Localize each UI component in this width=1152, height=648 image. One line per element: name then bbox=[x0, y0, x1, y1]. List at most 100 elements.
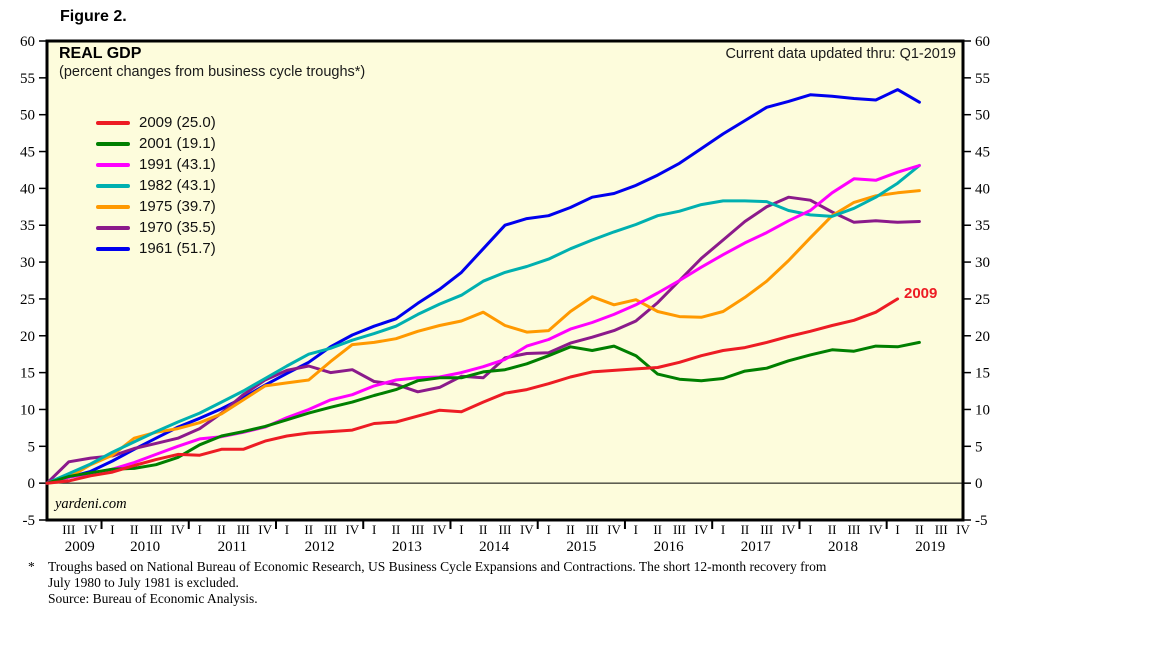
x-axis-quarter-label: I bbox=[634, 522, 638, 537]
y-axis-label-left: -5 bbox=[23, 513, 36, 529]
x-axis-quarter-label: III bbox=[324, 522, 337, 537]
x-axis-quarter-label: II bbox=[653, 522, 662, 537]
legend-label-1970: 1970 (35.5) bbox=[139, 219, 216, 236]
legend-item-2009: 2009 (25.0) bbox=[96, 112, 216, 133]
y-axis-label-right: 60 bbox=[975, 34, 990, 50]
series-line-1982 bbox=[45, 164, 921, 485]
x-axis-quarter-label: I bbox=[721, 522, 725, 537]
x-axis-quarter-label: II bbox=[741, 522, 750, 537]
x-axis-quarter-label: I bbox=[285, 522, 289, 537]
chart-legend: 2009 (25.0) 2001 (19.1) 1991 (43.1) 1982 (4… bbox=[96, 112, 216, 259]
y-axis-label-left: 60 bbox=[20, 34, 35, 50]
y-axis-label-left: 50 bbox=[20, 108, 35, 124]
legend-swatch-2009 bbox=[96, 120, 130, 125]
y-axis-label-left: 40 bbox=[20, 181, 35, 197]
x-axis-quarter-label: III bbox=[673, 522, 686, 537]
y-axis-label-left: 20 bbox=[20, 329, 35, 345]
legend-label-2001: 2001 (19.1) bbox=[139, 135, 216, 152]
x-axis-quarter-label: III bbox=[62, 522, 75, 537]
footnote-line2: July 1980 to July 1981 is excluded. bbox=[48, 575, 239, 590]
legend-item-1975: 1975 (39.7) bbox=[96, 196, 216, 217]
y-axis-label-right: 20 bbox=[975, 329, 990, 345]
x-axis-quarter-label: II bbox=[130, 522, 139, 537]
x-axis-quarter-label: II bbox=[392, 522, 401, 537]
watermark: yardeni.com bbox=[55, 496, 127, 512]
x-axis-year-label: 2017 bbox=[741, 539, 772, 555]
x-axis-year-label: 2012 bbox=[305, 539, 335, 555]
series-line-2001 bbox=[45, 340, 921, 485]
y-axis-label-left: 30 bbox=[20, 255, 35, 271]
legend-swatch-2001 bbox=[96, 141, 130, 146]
x-axis-quarter-label: IV bbox=[84, 522, 98, 537]
y-axis-label-right: 55 bbox=[975, 71, 990, 87]
x-axis-quarter-label: III bbox=[411, 522, 424, 537]
series-end-label-2009: 2009 bbox=[904, 285, 938, 302]
x-axis-quarter-label: IV bbox=[869, 522, 883, 537]
legend-swatch-1982 bbox=[96, 183, 130, 188]
x-axis-quarter-label: I bbox=[197, 522, 201, 537]
x-axis-year-label: 2019 bbox=[915, 539, 945, 555]
x-axis-quarter-label: III bbox=[499, 522, 512, 537]
x-axis-year-label: 2015 bbox=[566, 539, 596, 555]
x-axis-quarter-label: II bbox=[479, 522, 488, 537]
x-axis-quarter-label: I bbox=[459, 522, 463, 537]
x-axis-quarter-label: II bbox=[566, 522, 575, 537]
x-axis-quarter-label: IV bbox=[956, 522, 970, 537]
x-axis-year-label: 2010 bbox=[130, 539, 160, 555]
x-axis-year-label: 2014 bbox=[479, 539, 510, 555]
x-axis-year-label: 2016 bbox=[654, 539, 685, 555]
x-axis-quarter-label: IV bbox=[782, 522, 796, 537]
x-axis-year-label: 2018 bbox=[828, 539, 858, 555]
x-axis-quarter-label: I bbox=[372, 522, 376, 537]
chart-subtitle: (percent changes from business cycle tro… bbox=[59, 64, 366, 80]
x-axis-quarter-label: III bbox=[237, 522, 250, 537]
x-axis-quarter-label: II bbox=[217, 522, 226, 537]
x-axis-quarter-label: I bbox=[110, 522, 114, 537]
y-axis-label-right: 30 bbox=[975, 255, 990, 271]
y-axis-label-left: 45 bbox=[20, 145, 35, 161]
x-axis-quarter-label: IV bbox=[607, 522, 621, 537]
series-line-2009 bbox=[45, 297, 900, 485]
y-axis-label-left: 10 bbox=[20, 402, 35, 418]
footnote-line1: Troughs based on National Bureau of Econ… bbox=[48, 559, 827, 574]
x-axis-quarter-label: IV bbox=[433, 522, 447, 537]
x-axis-quarter-label: II bbox=[915, 522, 924, 537]
y-axis-label-left: 35 bbox=[20, 218, 35, 234]
x-axis-quarter-label: IV bbox=[171, 522, 185, 537]
legend-swatch-1961 bbox=[96, 246, 130, 251]
y-axis-label-left: 15 bbox=[20, 366, 35, 382]
legend-item-1970: 1970 (35.5) bbox=[96, 217, 216, 238]
legend-label-1975: 1975 (39.7) bbox=[139, 198, 216, 215]
y-axis-label-right: 50 bbox=[975, 108, 990, 124]
y-axis-label-left: 0 bbox=[28, 476, 36, 492]
legend-label-2009: 2009 (25.0) bbox=[139, 114, 216, 131]
y-axis-label-right: 40 bbox=[975, 181, 990, 197]
legend-item-1991: 1991 (43.1) bbox=[96, 154, 216, 175]
y-axis-label-right: 25 bbox=[975, 292, 990, 308]
x-axis-quarter-label: I bbox=[808, 522, 812, 537]
y-axis-label-left: 5 bbox=[28, 439, 36, 455]
figure-label: Figure 2. bbox=[60, 8, 127, 25]
x-axis-quarter-label: III bbox=[760, 522, 773, 537]
y-axis-label-right: 0 bbox=[975, 476, 983, 492]
chart-title: REAL GDP bbox=[59, 45, 142, 62]
y-axis-label-right: 15 bbox=[975, 366, 990, 382]
footnote-line3: Source: Bureau of Economic Analysis. bbox=[48, 591, 258, 606]
legend-label-1961: 1961 (51.7) bbox=[139, 240, 216, 257]
y-axis-label-left: 55 bbox=[20, 71, 35, 87]
x-axis-quarter-label: II bbox=[828, 522, 837, 537]
legend-swatch-1975 bbox=[96, 204, 130, 209]
x-axis-quarter-label: IV bbox=[694, 522, 708, 537]
x-axis-quarter-label: I bbox=[895, 522, 899, 537]
x-axis-quarter-label: II bbox=[304, 522, 313, 537]
legend-swatch-1970 bbox=[96, 225, 130, 230]
y-axis-label-right: 35 bbox=[975, 218, 990, 234]
x-axis-quarter-label: III bbox=[847, 522, 860, 537]
y-axis-label-right: 5 bbox=[975, 439, 983, 455]
footnote: * Troughs based on National Bureau of Ec… bbox=[28, 559, 826, 607]
x-axis-year-label: 2013 bbox=[392, 539, 422, 555]
x-axis-quarter-label: IV bbox=[258, 522, 272, 537]
series-line-1961 bbox=[45, 88, 921, 485]
